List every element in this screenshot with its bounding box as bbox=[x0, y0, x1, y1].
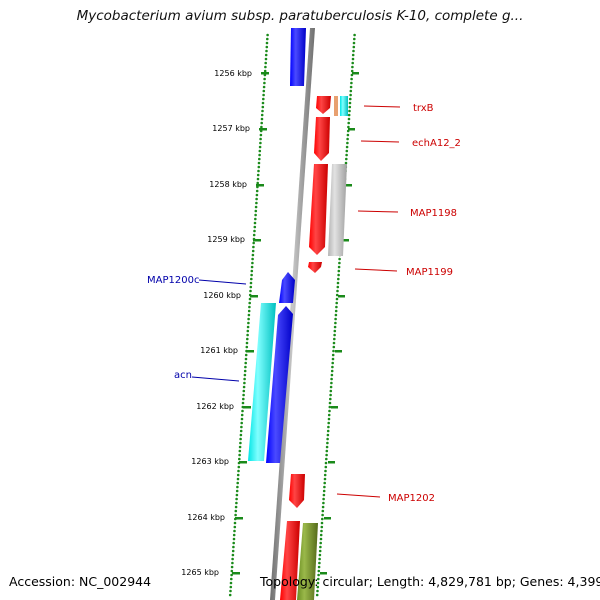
ruler-label-1263: 1263 kbp bbox=[191, 457, 229, 466]
leader-acn bbox=[191, 376, 240, 382]
leader-MAP1200c bbox=[198, 279, 247, 285]
gene-trxB[interactable] bbox=[316, 96, 331, 114]
outer-ruler-ticks bbox=[320, 72, 359, 575]
ruler-label-1264: 1264 kbp bbox=[187, 513, 225, 522]
leader-trxB bbox=[363, 105, 401, 108]
accession-text: Accession: NC_002944 bbox=[9, 574, 152, 589]
inner-ruler-ticks bbox=[232, 72, 269, 575]
ruler-label-1265: 1265 kbp bbox=[181, 568, 219, 577]
ruler-labels: 1256 kbp 1257 kbp 1258 kbp 1259 kbp 1260… bbox=[181, 69, 252, 577]
label-leaders bbox=[191, 105, 401, 498]
feature-trxB-orange bbox=[334, 96, 338, 116]
gene-red-bottom[interactable] bbox=[280, 521, 300, 600]
ruler-label-1258: 1258 kbp bbox=[209, 180, 247, 189]
ruler-label-1256: 1256 kbp bbox=[214, 69, 252, 78]
leader-echA12_2 bbox=[360, 140, 400, 143]
inner-ruler-track bbox=[228, 33, 269, 597]
ruler-label-1257: 1257 kbp bbox=[212, 124, 250, 133]
leader-MAP1202 bbox=[336, 493, 381, 498]
gene-echA12_2[interactable] bbox=[314, 117, 330, 161]
gene-MAP1202[interactable] bbox=[289, 474, 305, 508]
gene-label-MAP1198[interactable]: MAP1198 bbox=[410, 208, 457, 219]
gene-label-echA12_2[interactable]: echA12_2 bbox=[412, 138, 461, 149]
gene-MAP1198[interactable] bbox=[309, 164, 328, 255]
leader-MAP1198 bbox=[357, 210, 399, 213]
feature-trxB-cyan bbox=[340, 96, 348, 116]
gene-MAP1199[interactable] bbox=[308, 262, 322, 273]
gene-blue-top[interactable] bbox=[290, 28, 306, 86]
leader-MAP1199 bbox=[354, 268, 398, 272]
ruler-label-1259: 1259 kbp bbox=[207, 235, 245, 244]
gene-label-acn[interactable]: acn bbox=[174, 370, 192, 381]
gene-label-MAP1202[interactable]: MAP1202 bbox=[388, 493, 435, 504]
gene-MAP1200c[interactable] bbox=[279, 272, 295, 303]
map-title: Mycobacterium avium subsp. paratuberculo… bbox=[76, 8, 524, 24]
ruler-label-1261: 1261 kbp bbox=[200, 346, 238, 355]
ruler-label-1260: 1260 kbp bbox=[203, 291, 241, 300]
gene-label-trxB[interactable]: trxB bbox=[413, 103, 434, 114]
feature-bottom-olive bbox=[297, 523, 318, 600]
ruler-label-1262: 1262 kbp bbox=[196, 402, 234, 411]
feature-acn-cyan bbox=[248, 303, 276, 461]
gene-label-MAP1200c[interactable]: MAP1200c bbox=[147, 275, 199, 286]
feature-MAP1198-gray bbox=[328, 164, 347, 256]
genome-summary-text: Topology: circular; Length: 4,829,781 bp… bbox=[260, 574, 600, 589]
gene-label-MAP1199[interactable]: MAP1199 bbox=[406, 267, 453, 278]
gene-acn[interactable] bbox=[266, 306, 293, 463]
